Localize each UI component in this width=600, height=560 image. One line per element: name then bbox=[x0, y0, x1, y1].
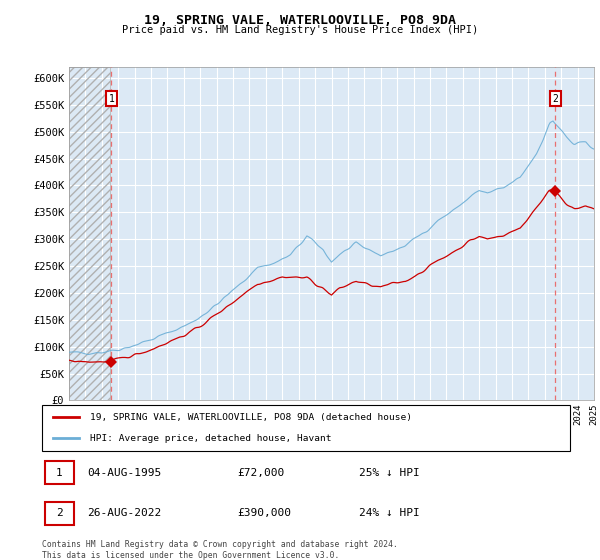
Text: 24% ↓ HPI: 24% ↓ HPI bbox=[359, 508, 419, 518]
Text: 19, SPRING VALE, WATERLOOVILLE, PO8 9DA (detached house): 19, SPRING VALE, WATERLOOVILLE, PO8 9DA … bbox=[89, 413, 412, 422]
Text: 19, SPRING VALE, WATERLOOVILLE, PO8 9DA: 19, SPRING VALE, WATERLOOVILLE, PO8 9DA bbox=[144, 14, 456, 27]
Text: £72,000: £72,000 bbox=[238, 468, 284, 478]
Text: 1: 1 bbox=[56, 468, 62, 478]
Text: Contains HM Land Registry data © Crown copyright and database right 2024.
This d: Contains HM Land Registry data © Crown c… bbox=[42, 540, 398, 560]
FancyBboxPatch shape bbox=[44, 461, 74, 484]
Text: Price paid vs. HM Land Registry's House Price Index (HPI): Price paid vs. HM Land Registry's House … bbox=[122, 25, 478, 35]
Text: £390,000: £390,000 bbox=[238, 508, 292, 518]
FancyBboxPatch shape bbox=[44, 502, 74, 525]
FancyBboxPatch shape bbox=[42, 405, 570, 451]
Text: 1: 1 bbox=[109, 94, 114, 104]
Text: 26-AUG-2022: 26-AUG-2022 bbox=[87, 508, 161, 518]
Text: HPI: Average price, detached house, Havant: HPI: Average price, detached house, Hava… bbox=[89, 434, 331, 443]
Text: 04-AUG-1995: 04-AUG-1995 bbox=[87, 468, 161, 478]
Text: 25% ↓ HPI: 25% ↓ HPI bbox=[359, 468, 419, 478]
Text: 2: 2 bbox=[56, 508, 62, 518]
Text: 2: 2 bbox=[553, 94, 559, 104]
